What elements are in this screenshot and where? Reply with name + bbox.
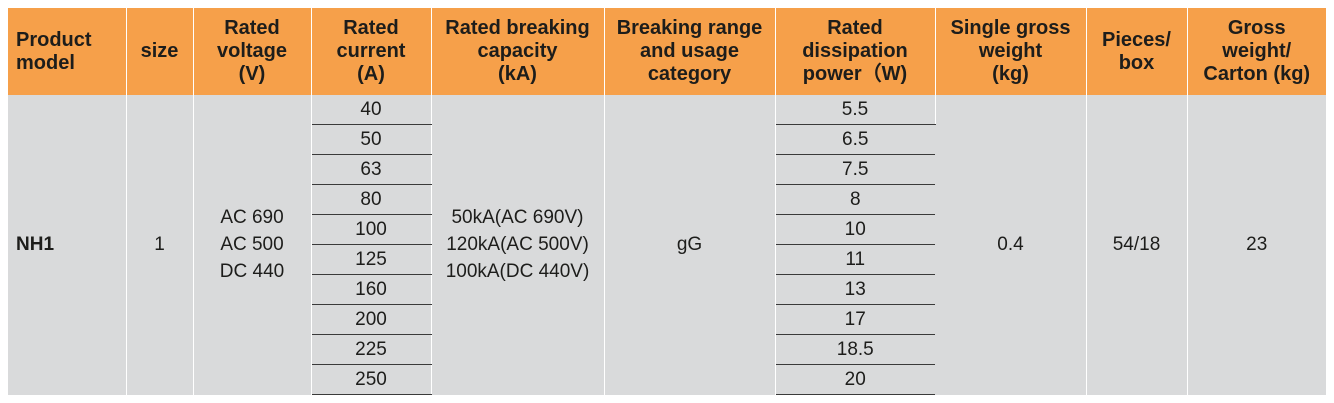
table-subrow: 100 10 <box>8 214 1326 245</box>
table-subrow: 200 17 <box>8 304 1326 335</box>
header-breaking-range: Breaking range and usage category <box>604 8 776 95</box>
cell-rated-current: 160 <box>311 274 432 305</box>
cell-rated-voltage: AC 690 AC 500 DC 440 <box>193 95 312 395</box>
cell-single-weight: 0.4 <box>935 95 1087 395</box>
cell-dissipation-power: 20 <box>775 364 935 395</box>
cell-rated-current: 125 <box>311 244 432 275</box>
header-rated-current: Rated current (A) <box>311 8 432 95</box>
header-rated-voltage: Rated voltage (V) <box>193 8 312 95</box>
cell-rated-current: 250 <box>311 364 432 395</box>
header-row: Product model size Rated voltage (V) Rated c… <box>8 8 1326 95</box>
cell-dissipation-power: 18.5 <box>775 334 935 365</box>
cell-dissipation-power: 7.5 <box>775 154 935 185</box>
header-product-model: Product model <box>8 8 127 95</box>
cell-carton-weight: 23 <box>1187 95 1326 395</box>
table-subrow: 160 13 <box>8 274 1326 305</box>
table-subrow: 225 18.5 <box>8 334 1326 365</box>
spec-table: Product model size Rated voltage (V) Rated c… <box>8 8 1326 395</box>
cell-rated-current: 40 <box>311 95 432 125</box>
cell-rated-current: 80 <box>311 184 432 215</box>
cell-rated-current: 100 <box>311 214 432 245</box>
cell-dissipation-power: 13 <box>775 274 935 305</box>
table-subrow: 80 8 <box>8 184 1326 215</box>
cell-size: 1 <box>126 95 194 395</box>
cell-dissipation-power: 17 <box>775 304 935 335</box>
cell-rated-current: 225 <box>311 334 432 365</box>
header-breaking-capacity: Rated breaking capacity (kA) <box>431 8 605 95</box>
cell-product-model: NH1 <box>8 95 127 395</box>
cell-rated-current: 200 <box>311 304 432 335</box>
header-size: size <box>126 8 194 95</box>
header-dissipation-power: Rated dissipation power（W) <box>775 8 936 95</box>
header-pieces-box: Pieces/box <box>1086 8 1188 95</box>
cell-dissipation-power: 10 <box>775 214 935 245</box>
table-subrow: 50 6.5 <box>8 124 1326 155</box>
table-subrow: 63 7.5 <box>8 154 1326 185</box>
header-carton-weight: Gross weight/Carton (kg) <box>1187 8 1326 95</box>
cell-dissipation-power: 11 <box>775 244 935 275</box>
cell-breaking-category: gG <box>604 95 776 395</box>
cell-breaking-capacity: 50kA(AC 690V) 120kA(AC 500V) 100kA(DC 440V… <box>431 95 605 395</box>
header-single-weight: Single gross weight (kg) <box>935 8 1087 95</box>
table-row: NH1 1 AC 690 AC 500 DC 440 40 50kA(AC 690V… <box>8 95 1326 395</box>
cell-dissipation-power: 6.5 <box>775 124 935 155</box>
cell-rated-current: 50 <box>311 124 432 155</box>
table-subrow: 125 11 <box>8 244 1326 275</box>
cell-dissipation-power: 8 <box>775 184 935 215</box>
cell-rated-current: 63 <box>311 154 432 185</box>
cell-pieces-box: 54/18 <box>1086 95 1188 395</box>
cell-dissipation-power: 5.5 <box>775 95 936 125</box>
table-subrow: 250 20 <box>8 364 1326 395</box>
